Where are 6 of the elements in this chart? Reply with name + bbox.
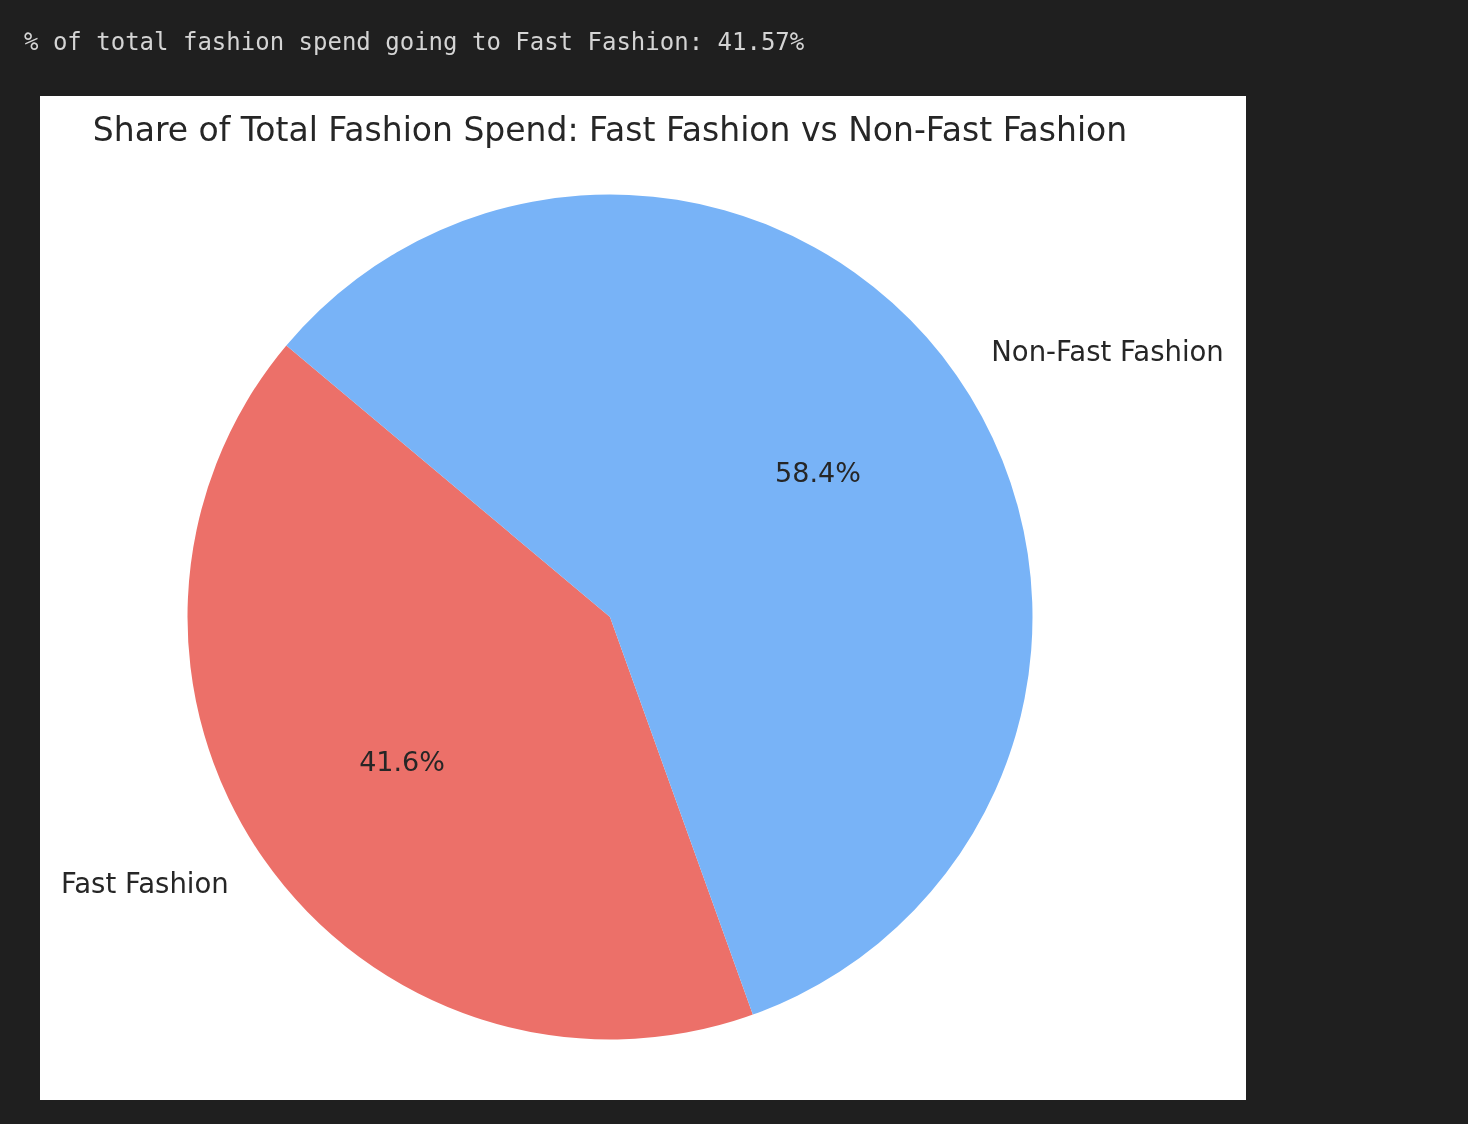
data-label: 41.6% bbox=[359, 746, 445, 778]
text: % of total fashion spend going to Fast Fashion: 41.57% bbox=[24, 28, 805, 56]
data-label: 58.4% bbox=[775, 456, 861, 488]
slice-label: Fast Fashion bbox=[60, 866, 229, 899]
slice-label: Non-Fast Fashion bbox=[991, 335, 1224, 368]
chart-title: Share of Total Fashion Spend: Fast Fashion vs Non-Fast Fashion bbox=[92, 109, 1128, 149]
